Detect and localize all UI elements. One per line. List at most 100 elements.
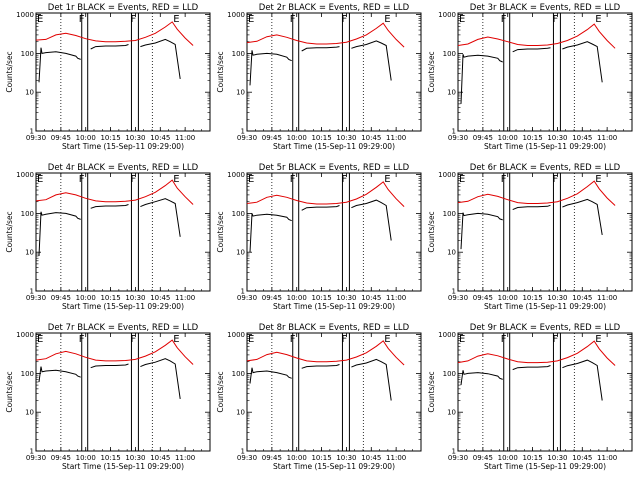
flag-label: E (595, 14, 601, 25)
events-series-line (460, 54, 503, 104)
x-axis-label: Start Time (15-Sep-11 09:29:00) (62, 302, 184, 311)
flag-label: F (501, 14, 507, 25)
x-tick-label: 11:00 (386, 454, 406, 462)
flag-label: E (384, 334, 390, 345)
events-series-line (38, 47, 81, 83)
panel-title: Det 1r BLACK = Events, RED = LLD (48, 3, 199, 13)
x-tick-label: 10:45 (361, 134, 381, 142)
x-tick-label: 09:45 (262, 134, 282, 142)
y-axis-label: Counts/sec (5, 211, 14, 252)
x-tick-label: 10:30 (336, 454, 356, 462)
events-series-line (249, 213, 292, 253)
events-series-line (512, 204, 551, 211)
flag-label: E (595, 334, 601, 345)
flag-label: F (552, 334, 558, 345)
events-series-line (301, 205, 340, 211)
x-tick-label: 11:00 (175, 134, 195, 142)
y-axis-label: Counts/sec (427, 211, 436, 252)
lld-series-line (35, 179, 194, 205)
x-tick-label: 09:45 (262, 454, 282, 462)
x-tick-label: 10:15 (100, 454, 120, 462)
y-tick-label: 100 (232, 50, 245, 58)
x-tick-label: 10:45 (572, 294, 592, 302)
panel-7: Det 7r BLACK = Events, RED = LLD 09:30 09:… (5, 323, 211, 471)
x-tick-label: 10:00 (287, 294, 307, 302)
y-axis-label: Counts/sec (427, 371, 436, 412)
y-tick-label: 10 (25, 249, 34, 257)
plot-frame (246, 12, 422, 132)
flag-label: F (130, 334, 136, 345)
x-tick-label: 11:00 (386, 134, 406, 142)
x-tick-label: 09:45 (51, 294, 71, 302)
panel-title: Det 3r BLACK = Events, RED = LLD (470, 3, 621, 13)
x-tick-label: 11:00 (175, 454, 195, 462)
x-tick-label: 09:30 (237, 134, 257, 142)
y-tick-label: 1 (452, 128, 456, 136)
x-tick-label: 09:45 (473, 454, 493, 462)
x-tick-label: 10:00 (498, 134, 518, 142)
panel-3: Det 3r BLACK = Events, RED = LLD 09:30 09:… (427, 3, 633, 151)
flag-label: F (552, 174, 558, 185)
x-tick-label: 10:45 (572, 454, 592, 462)
lld-series-line (246, 340, 405, 366)
events-series-line (140, 38, 181, 79)
y-tick-label: 1 (30, 288, 34, 296)
y-tick-label: 1 (241, 448, 245, 456)
panel-title: Det 6r BLACK = Events, RED = LLD (470, 163, 621, 173)
flag-label: F (341, 334, 347, 345)
events-series-line (90, 363, 129, 369)
x-tick-label: 10:30 (125, 134, 145, 142)
y-axis-label: Counts/sec (216, 211, 225, 252)
y-tick-label: 100 (443, 210, 456, 218)
flag-label: E (459, 14, 465, 25)
x-tick-label: 10:45 (361, 294, 381, 302)
x-tick-label: 10:15 (311, 134, 331, 142)
x-tick-label: 09:45 (51, 454, 71, 462)
x-tick-label: 09:30 (26, 294, 46, 302)
flag-label: E (173, 334, 179, 345)
x-tick-label: 10:45 (572, 134, 592, 142)
flag-label: F (290, 174, 296, 185)
panel-title: Det 2r BLACK = Events, RED = LLD (259, 3, 410, 13)
x-axis-label: Start Time (15-Sep-11 09:29:00) (273, 142, 395, 151)
y-tick-label: 1000 (227, 331, 245, 339)
flag-label: F (130, 14, 136, 25)
events-series-line (351, 199, 392, 241)
y-axis-label: Counts/sec (216, 371, 225, 412)
y-tick-label: 100 (21, 370, 34, 378)
y-tick-label: 100 (21, 50, 34, 58)
x-tick-label: 09:30 (448, 294, 468, 302)
flag-label: F (290, 14, 296, 25)
x-tick-label: 10:45 (361, 454, 381, 462)
x-axis-label: Start Time (15-Sep-11 09:29:00) (484, 142, 606, 151)
x-tick-label: 10:00 (287, 134, 307, 142)
flag-label: F (79, 14, 85, 25)
events-series-line (90, 204, 129, 209)
events-series-line (90, 44, 129, 50)
lld-series-line (457, 23, 616, 49)
plot-frame (457, 12, 633, 132)
y-axis-label: Counts/sec (5, 371, 14, 412)
x-tick-label: 10:45 (150, 134, 170, 142)
events-series-line (562, 359, 603, 401)
plot-frame (457, 172, 633, 292)
plot-frame (246, 172, 422, 292)
y-tick-label: 1000 (227, 171, 245, 179)
plot-frame (35, 332, 211, 452)
x-tick-label: 09:45 (473, 134, 493, 142)
x-tick-label: 09:45 (262, 294, 282, 302)
events-series-line (351, 40, 392, 81)
y-tick-label: 100 (232, 210, 245, 218)
x-tick-label: 10:00 (498, 454, 518, 462)
flag-label: E (459, 174, 465, 185)
panel-title: Det 9r BLACK = Events, RED = LLD (470, 323, 621, 333)
x-tick-label: 11:00 (597, 454, 617, 462)
events-series-line (460, 370, 503, 386)
x-tick-label: 10:30 (547, 294, 567, 302)
y-tick-label: 1 (30, 448, 34, 456)
plot-frame (246, 332, 422, 452)
flag-label: E (595, 174, 601, 185)
y-tick-label: 100 (443, 50, 456, 58)
y-tick-label: 10 (236, 409, 245, 417)
